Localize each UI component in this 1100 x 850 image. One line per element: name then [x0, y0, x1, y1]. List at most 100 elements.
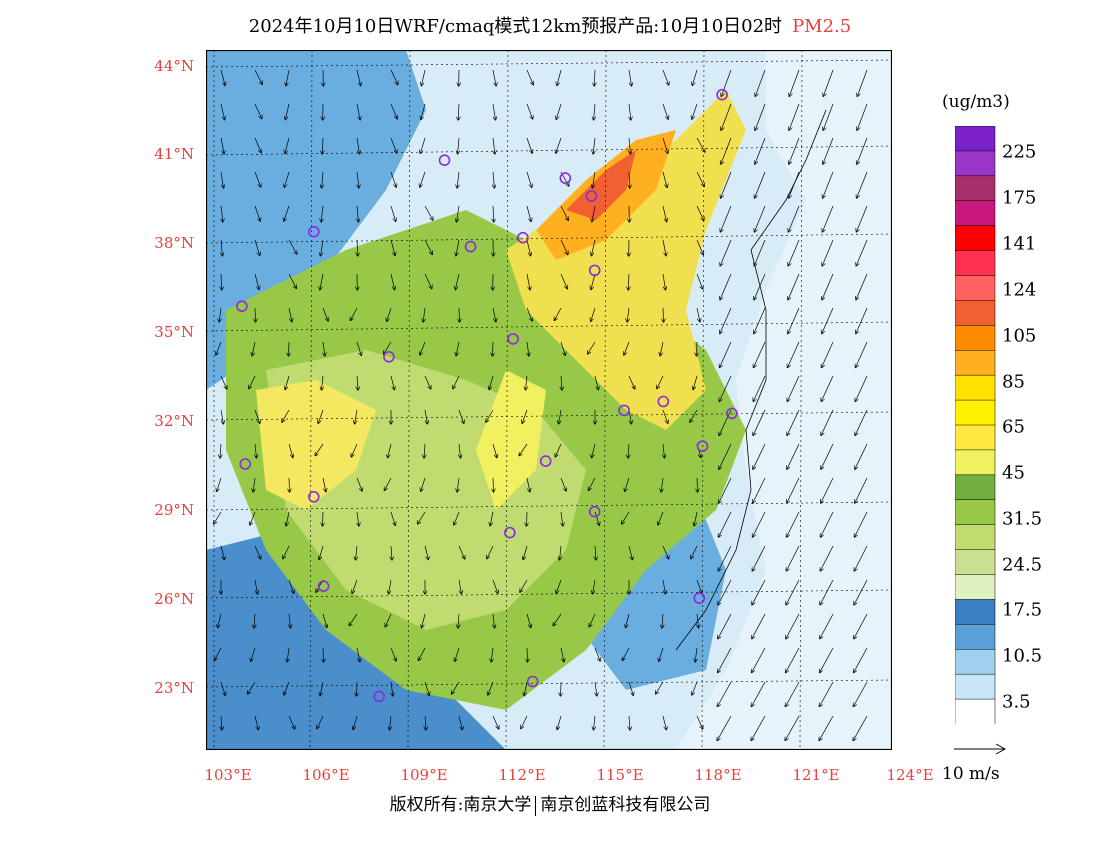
wind-arrow: [526, 375, 528, 390]
wind-arrow: [629, 137, 630, 154]
wind-arrow: [751, 715, 766, 740]
wind-arrow: [488, 681, 494, 695]
wind-arrow: [557, 715, 562, 730]
wind-arrow: [452, 681, 460, 694]
wind-arrow: [696, 715, 703, 729]
wind-arrow: [628, 375, 635, 389]
wind-arrow: [459, 307, 460, 322]
wind-arrow: [751, 681, 766, 707]
wind-arrow: [720, 205, 732, 232]
lat-tick: 41°N: [154, 145, 194, 163]
wind-arrow: [718, 613, 732, 639]
copyright-left: 版权所有:南京大学: [389, 795, 532, 815]
city-marker: [726, 407, 738, 420]
city-marker: [464, 240, 477, 253]
colorbar-label: 24.5: [1002, 554, 1043, 576]
copyright: 版权所有:南京大学 南京创蓝科技有限公司: [0, 790, 1100, 816]
colorbar-swatch: [955, 225, 996, 252]
wind-arrow: [786, 579, 800, 605]
wind-arrow: [493, 477, 494, 492]
wind-arrow: [662, 239, 666, 256]
wind-arrow: [385, 613, 392, 627]
city-markers: [236, 88, 738, 703]
wind-arrow: [855, 477, 868, 503]
wind-arrow: [697, 477, 698, 492]
lat-tick: 35°N: [154, 323, 194, 341]
wind-arrow: [823, 137, 834, 164]
wind-arrow: [357, 171, 359, 188]
wind-arrow: [787, 477, 800, 503]
wind-arrow: [789, 137, 800, 164]
lat-tick: 32°N: [154, 412, 194, 430]
wind-arrow: [220, 681, 225, 695]
wind-arrow: [787, 375, 800, 401]
wind-arrow: [628, 545, 632, 560]
wind-arrow: [662, 613, 663, 628]
wind-arrow: [492, 443, 497, 458]
wind-arrow: [662, 409, 668, 423]
wind-arrow: [390, 205, 396, 221]
wind-arrow: [560, 647, 564, 662]
wind-arrow: [219, 307, 221, 322]
wind-arrow: [855, 511, 868, 537]
lon-tick: 118°E: [694, 766, 742, 784]
colorbar-swatch: [955, 524, 996, 551]
wind-arrow: [322, 375, 324, 390]
wind-arrow: [624, 341, 630, 355]
colorbar-swatch: [955, 399, 996, 426]
wind-arrow: [458, 579, 461, 594]
wind-arrow: [389, 579, 392, 594]
wind-arrow: [556, 579, 562, 593]
wind-arrow: [254, 205, 260, 221]
wind-arrow: [390, 715, 392, 730]
wind-arrow: [422, 613, 426, 628]
wind-arrow: [789, 69, 800, 96]
wind-arrow: [421, 477, 426, 491]
wind-arrow: [856, 205, 868, 232]
wind-arrow: [788, 239, 800, 266]
wind-arrow: [217, 477, 222, 491]
city-marker: [585, 190, 598, 202]
wind-arrow: [356, 103, 360, 120]
city-marker: [373, 690, 385, 703]
wind-arrow: [390, 69, 398, 85]
wind-arrow: [856, 239, 868, 266]
wind-arrow: [853, 681, 868, 707]
wind-arrow: [322, 137, 323, 154]
wind-arrow: [855, 443, 868, 469]
colorbar-swatch: [955, 175, 996, 202]
wind-arrow: [220, 409, 223, 424]
wind-arrow: [720, 239, 732, 266]
wind-arrow: [658, 511, 664, 525]
wind-arrow: [320, 273, 324, 290]
wind-arrow: [854, 647, 868, 673]
wind-arrow: [458, 103, 459, 120]
colorbar-swatch: [955, 300, 996, 327]
wind-arrow: [493, 613, 495, 628]
wind-arrow: [458, 613, 459, 628]
pollutant-label: PM2.5: [792, 16, 852, 37]
colorbar-unit: (ug/m3): [942, 92, 1010, 112]
wind-arrow: [288, 273, 296, 288]
wind-arrow: [315, 443, 324, 456]
wind-arrow: [662, 69, 669, 85]
city-marker: [383, 350, 395, 363]
wind-arrow: [255, 443, 257, 458]
wind-arrow: [220, 545, 224, 560]
wind-arrow: [289, 613, 291, 628]
wind-arrow: [554, 307, 562, 320]
wind-arrow: [696, 137, 705, 152]
pm25-map: [206, 50, 892, 750]
colorbar-label: 105: [1002, 325, 1037, 347]
wind-arrow: [662, 103, 668, 119]
wind-arrow: [526, 239, 531, 256]
wind-arrow: [594, 103, 595, 120]
wind-arrow: [390, 171, 396, 187]
wind-arrow: [629, 103, 631, 120]
wind-arrow: [254, 103, 262, 119]
wind-arrow: [456, 239, 460, 256]
lon-tick: 103°E: [204, 766, 252, 784]
wind-arrow: [556, 137, 562, 153]
wind-arrow: [323, 647, 324, 662]
wind-arrow: [252, 341, 256, 356]
